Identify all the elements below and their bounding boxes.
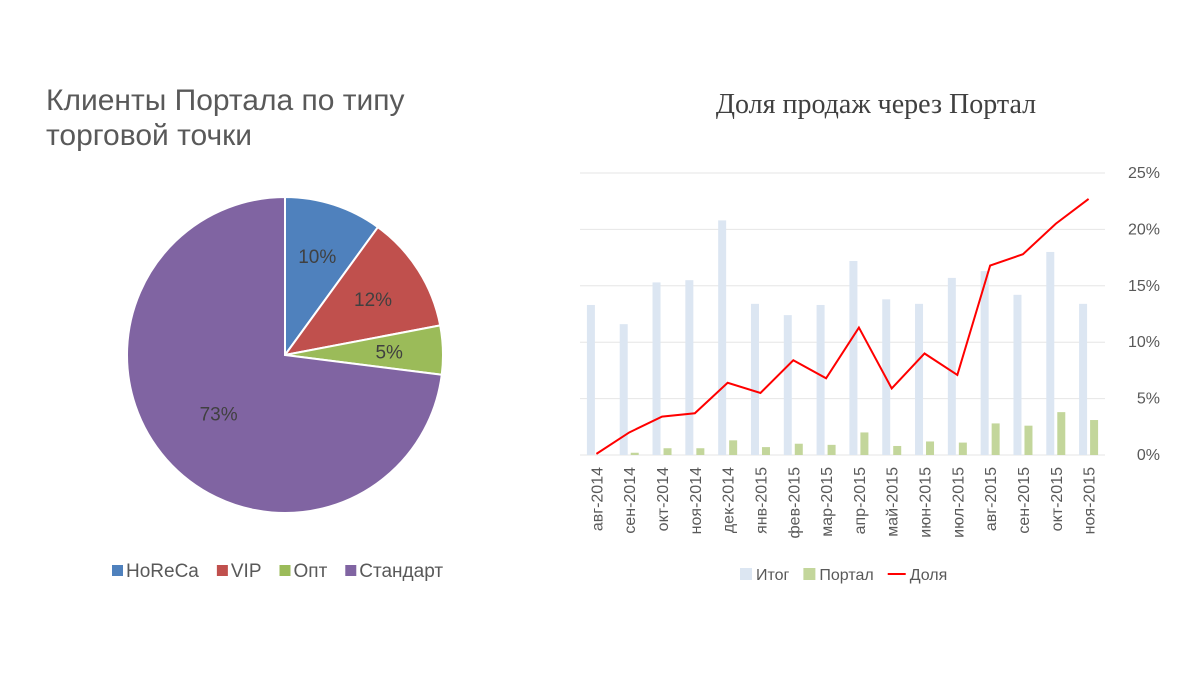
combo-legend-swatch-2 [803, 568, 816, 580]
bar-itog-12 [947, 277, 956, 455]
combo-y-tick-3: 10% [1128, 334, 1160, 351]
line-dolya [595, 198, 1090, 455]
combo-x-axis-labels: авг-2014 сен-2014 окт-2014 ноя-2014 дек-2014… [589, 467, 1098, 539]
pie-chart-title-line-2: торговой точки [46, 119, 252, 152]
combo-y-tick-2: 5% [1137, 391, 1160, 408]
bar-itog-2 [619, 324, 628, 455]
bar-itog-5 [718, 220, 727, 455]
bar-itog-15 [1046, 251, 1055, 455]
bar-portal-2 [630, 452, 639, 455]
pie-chart-title-line-1: Клиенты Портала по типу [46, 84, 405, 117]
pie-slice-label-1: 10% [298, 247, 336, 268]
bar-portal-4 [696, 448, 705, 455]
combo-x-tick-3: окт-2014 [655, 467, 672, 531]
bar-itog-6 [750, 303, 759, 455]
combo-x-tick-4: ноя-2014 [688, 467, 705, 534]
pie-legend-swatch-3 [279, 565, 291, 576]
bar-portal-5 [729, 440, 738, 455]
combo-x-tick-8: мар-2015 [819, 467, 836, 537]
pie-legend-swatch-2 [216, 565, 228, 576]
combo-x-tick-2: сен-2014 [622, 467, 639, 534]
bar-portal-12 [958, 442, 967, 455]
pie-chart: Клиенты Портала по типу торговой точки 1… [46, 84, 444, 582]
combo-y-tick-6: 25% [1128, 165, 1160, 182]
bar-portal-3 [663, 448, 672, 455]
combo-chart-title: Доля продаж через Портал [716, 89, 1036, 120]
bar-itog-3 [652, 282, 661, 455]
pie-slice-1 [284, 195, 380, 359]
combo-x-tick-11: июн-2015 [918, 467, 935, 538]
bar-itog-14 [1013, 294, 1022, 455]
pie-legend-item-3: Опт [279, 561, 328, 582]
bar-portal-9 [860, 432, 869, 455]
pie-slices [126, 195, 444, 514]
pie-legend-label-3: Опт [294, 561, 328, 582]
combo-x-tick-9: апр-2015 [852, 467, 869, 534]
pie-legend: HoReCa VIP Опт Стандарт [112, 561, 443, 582]
combo-legend-label-1: Итог [756, 567, 790, 584]
pie-slice-label-3: 5% [375, 343, 403, 364]
combo-y-axis-labels: 0% 5% 10% 15% 20% 25% [1128, 165, 1160, 464]
bar-itog-16 [1079, 303, 1088, 455]
pie-labels: 10% 12% 5% 73% [200, 247, 403, 426]
combo-x-tick-10: май-2015 [885, 467, 902, 537]
pie-slice-label-4: 73% [200, 405, 238, 426]
pie-legend-item-1: HoReCa [112, 561, 199, 582]
combo-legend-item-1: Итог [740, 567, 790, 584]
bar-portal-8 [827, 444, 836, 455]
combo-chart: Доля продаж через Портал авг-2014 сен-201… [580, 89, 1160, 584]
bar-portal-15 [1057, 412, 1066, 455]
pie-legend-item-2: VIP [216, 561, 262, 582]
combo-legend-label-2: Портал [819, 567, 873, 584]
combo-bars [586, 220, 1099, 455]
bar-portal-6 [761, 447, 770, 455]
bar-itog-7 [783, 315, 792, 455]
pie-legend-item-4: Стандарт [345, 561, 443, 582]
combo-x-tick-12: июл-2015 [950, 467, 967, 538]
bar-portal-10 [893, 445, 902, 455]
pie-slice-4 [126, 195, 443, 514]
pie-legend-label-2: VIP [231, 561, 262, 582]
combo-x-tick-6: янв-2015 [753, 467, 770, 534]
pie-legend-swatch-1 [112, 565, 123, 576]
bar-itog-1 [586, 304, 595, 455]
combo-y-tick-1: 0% [1137, 447, 1160, 464]
combo-legend-item-3: Доля [887, 567, 948, 584]
pie-slice-2 [282, 225, 442, 357]
combo-x-tick-13: авг-2015 [983, 467, 1000, 531]
bar-portal-7 [794, 443, 803, 455]
bar-itog-13 [980, 271, 989, 455]
bar-portal-14 [1024, 425, 1033, 455]
pie-legend-label-4: Стандарт [359, 561, 443, 582]
combo-x-tick-16: ноя-2015 [1082, 467, 1099, 534]
bar-itog-4 [685, 280, 694, 455]
pie-legend-label-1: HoReCa [126, 561, 199, 582]
bar-itog-8 [816, 304, 825, 455]
bar-itog-11 [915, 303, 924, 455]
combo-legend-label-3: Доля [910, 567, 948, 584]
combo-x-tick-5: дек-2014 [721, 467, 738, 533]
bar-portal-16 [1090, 420, 1099, 455]
combo-x-tick-15: окт-2015 [1049, 467, 1066, 531]
combo-legend-item-2: Портал [803, 567, 874, 584]
combo-x-tick-1: авг-2014 [589, 467, 606, 531]
combo-legend-swatch-1 [740, 568, 752, 580]
bar-portal-13 [991, 423, 1000, 455]
combo-x-tick-7: фев-2015 [786, 467, 803, 539]
combo-legend: Итог Портал Доля [740, 567, 947, 584]
bar-portal-11 [926, 441, 935, 455]
combo-line [595, 198, 1090, 455]
bar-itog-9 [849, 260, 858, 455]
pie-slice-label-2: 12% [354, 290, 392, 311]
combo-y-tick-4: 15% [1128, 278, 1160, 295]
combo-y-tick-5: 20% [1128, 221, 1160, 238]
combo-x-tick-14: сен-2015 [1016, 467, 1033, 534]
pie-legend-swatch-4 [345, 565, 357, 576]
